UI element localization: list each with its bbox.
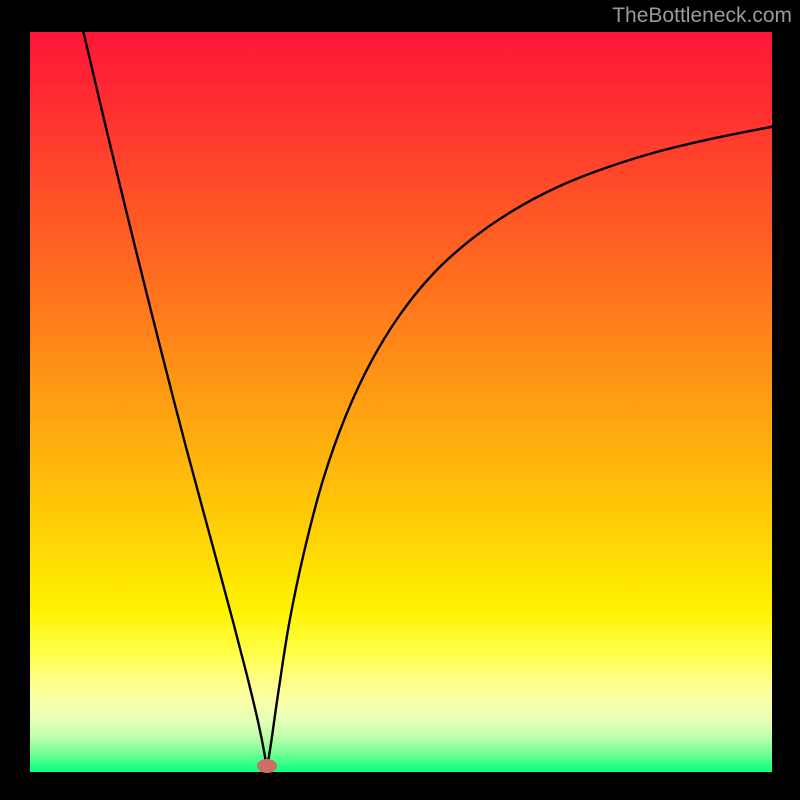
curve-left-branch [83, 32, 266, 770]
plot-area [30, 32, 772, 772]
cusp-marker [257, 759, 277, 773]
curve-right-branch [267, 127, 772, 770]
watermark-text: TheBottleneck.com [612, 4, 792, 28]
bottleneck-curve [30, 32, 772, 772]
